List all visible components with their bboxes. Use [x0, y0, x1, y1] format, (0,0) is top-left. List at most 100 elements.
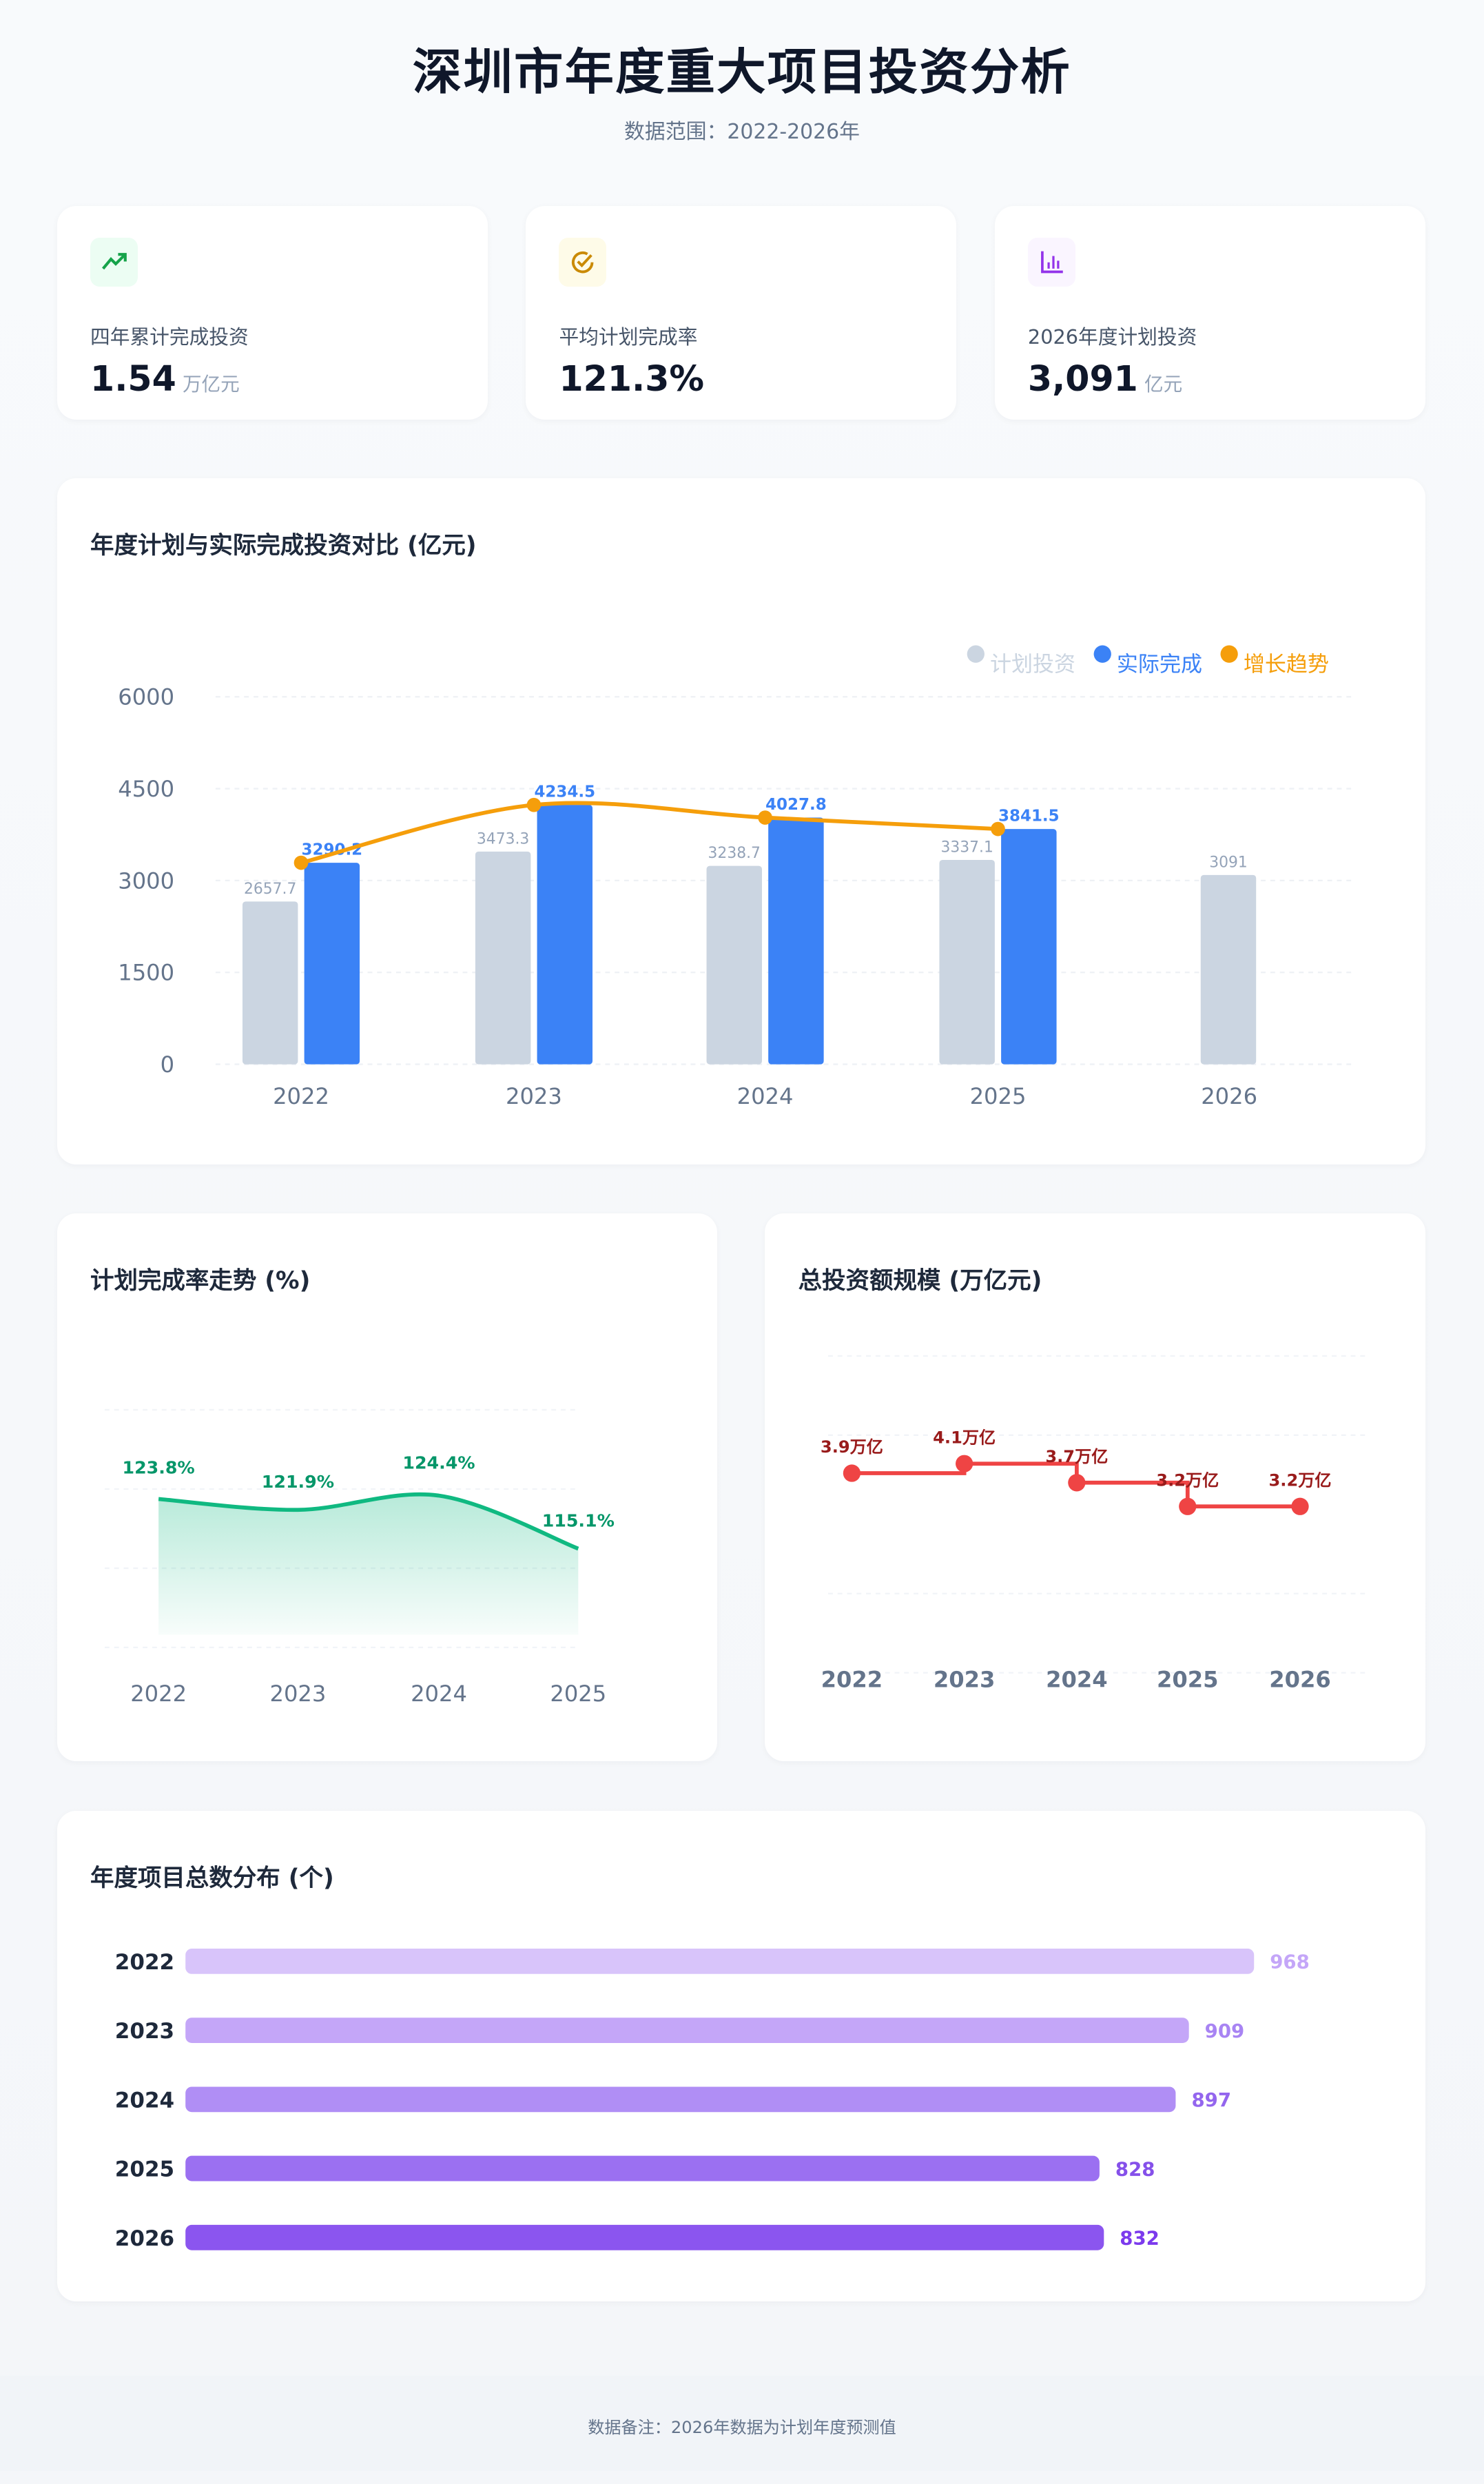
- kpi-value: 1.54 万亿元: [90, 358, 240, 399]
- data-label: 123.8%: [122, 1458, 194, 1478]
- x-tick-label: 2022: [130, 1681, 187, 1707]
- x-tick-label: 2025: [550, 1681, 606, 1707]
- y-tick-label: 0: [160, 1051, 174, 1078]
- y-tick-label: 6000: [118, 684, 174, 710]
- category-label: 2026: [115, 2226, 174, 2250]
- rate-line: [158, 1492, 579, 1551]
- kpi-card-total-completed: 四年累计完成投资 1.54 万亿元: [56, 205, 488, 420]
- bar-plan: [1200, 875, 1256, 1065]
- data-label: 3.7万亿: [1046, 1447, 1109, 1466]
- kpi-unit: 万亿元: [182, 372, 240, 396]
- step-point: [843, 1464, 861, 1482]
- chart-title: 总投资额规模 (万亿元): [798, 1266, 1042, 1295]
- chart-title: 年度项目总数分布 (个): [90, 1864, 334, 1892]
- kpi-number: 3,091: [1027, 358, 1138, 399]
- data-label: 4.1万亿: [933, 1428, 996, 1447]
- y-tick-label: 4500: [118, 776, 174, 802]
- x-tick-label: 2024: [411, 1681, 467, 1707]
- bar-plan: [475, 852, 531, 1065]
- total-investment-card: 总投资额规模 (万亿元) 3.9万亿 2022 4.1万亿 2023 3.7万亿 2024…: [765, 1213, 1425, 1762]
- kpi-unit: 亿元: [1144, 372, 1183, 396]
- x-tick-label: 2025: [1157, 1666, 1219, 1692]
- legend-marker: [1220, 645, 1238, 664]
- kpi-number: 121.3%: [559, 358, 705, 399]
- kpi-label: 四年累计完成投资: [90, 325, 249, 349]
- data-label: 121.9%: [262, 1472, 334, 1492]
- count-bar: [185, 2086, 1176, 2112]
- step-point: [956, 1455, 973, 1472]
- category-label: 2022: [115, 1949, 174, 1974]
- completion-rate-card: 计划完成率走势 (%) 123.8% 2022 121.9% 2023 124.4% 20…: [56, 1213, 718, 1762]
- bar-label-plan: 2657.7: [244, 881, 296, 898]
- step-point: [1068, 1474, 1086, 1492]
- x-tick-label: 2023: [934, 1666, 996, 1692]
- bar-label-actual: 3841.5: [998, 808, 1060, 825]
- page-title: 深圳市年度重大项目投资分析: [412, 43, 1072, 101]
- count-bar: [185, 2224, 1104, 2250]
- data-label: 3.2万亿: [1269, 1470, 1332, 1490]
- bar-label-plan: 3091: [1209, 854, 1248, 872]
- y-tick-label: 3000: [118, 868, 174, 894]
- data-label: 115.1%: [542, 1510, 614, 1530]
- x-tick-label: 2024: [1046, 1666, 1108, 1692]
- plan-vs-actual-card: 年度计划与实际完成投资对比 (亿元) 0 1500 3000 4500 6000 计划投资…: [56, 478, 1425, 1164]
- chart-title: 年度计划与实际完成投资对比 (亿元): [90, 532, 477, 560]
- bar-label-plan: 3238.7: [708, 845, 760, 862]
- legend-label: 实际完成: [1117, 653, 1202, 677]
- step-point: [1291, 1497, 1309, 1515]
- area-fill: [158, 1494, 579, 1635]
- count-bar: [185, 2017, 1189, 2043]
- x-tick-label: 2023: [269, 1681, 326, 1707]
- count-bar: [185, 2155, 1100, 2182]
- bar-label-actual: 3290.2: [301, 841, 362, 859]
- bar-value-label: 828: [1115, 2157, 1155, 2180]
- step-point: [1179, 1497, 1197, 1515]
- bar-actual: [1000, 829, 1057, 1065]
- x-tick-label: 2023: [506, 1083, 562, 1109]
- bar-chart-icon: [1027, 237, 1075, 287]
- y-tick-label: 1500: [118, 960, 174, 986]
- category-label: 2025: [115, 2157, 174, 2182]
- chart-title: 计划完成率走势 (%): [90, 1266, 311, 1295]
- bar-actual: [304, 863, 360, 1065]
- total-investment-chart: 3.9万亿 2022 4.1万亿 2023 3.7万亿 2024 3.2万亿 2025 3.2万…: [821, 1355, 1367, 1692]
- kpi-card-2026-plan: 2026年度计划投资 3,091 亿元: [994, 205, 1425, 420]
- trend-point: [990, 821, 1005, 836]
- kpi-label: 2026年度计划投资: [1027, 325, 1197, 349]
- kpi-value: 3,091 亿元: [1028, 358, 1182, 399]
- project-count-card: 年度项目总数分布 (个) 2022 968 2023 909 2024 897 2025 82…: [56, 1810, 1425, 2302]
- kpi-label: 平均计划完成率: [559, 325, 698, 349]
- legend-marker: [967, 645, 985, 664]
- x-tick-label: 2026: [1270, 1666, 1332, 1692]
- kpi-number: 1.54: [90, 358, 176, 399]
- bar-label-plan: 3337.1: [940, 839, 993, 856]
- bar-actual: [767, 817, 824, 1065]
- bar-value-label: 909: [1204, 2020, 1244, 2042]
- project-count-chart: 2022 968 2023 909 2024 897 2025 828 2026 832: [115, 1948, 1310, 2250]
- data-label: 3.2万亿: [1157, 1470, 1219, 1490]
- check-circle-icon: [559, 237, 607, 287]
- category-label: 2024: [115, 2088, 174, 2113]
- x-tick-label: 2025: [969, 1083, 1026, 1109]
- footer-note: 数据备注：2026年数据为计划年度预测值: [588, 2418, 896, 2438]
- trend-point: [293, 855, 309, 870]
- bar-label-actual: 4234.5: [534, 783, 595, 801]
- x-tick-label: 2026: [1201, 1083, 1257, 1109]
- bar-value-label: 832: [1120, 2226, 1160, 2249]
- trending-up-icon: [90, 237, 138, 287]
- bar-value-label: 968: [1270, 1950, 1310, 1973]
- bar-label-actual: 4027.8: [765, 796, 827, 814]
- kpi-card-avg-rate: 平均计划完成率 121.3%: [526, 205, 957, 420]
- bar-value-label: 897: [1191, 2088, 1231, 2111]
- completion-rate-chart: 123.8% 2022 121.9% 2023 124.4% 2024 115.1% 2025: [104, 1408, 615, 1707]
- legend-label: 计划投资: [990, 653, 1075, 677]
- trend-point: [757, 810, 772, 825]
- bar-plan: [939, 860, 995, 1065]
- bar-label-plan: 3473.3: [477, 831, 529, 848]
- category-label: 2023: [115, 2019, 174, 2044]
- trend-line: [300, 801, 998, 865]
- legend-label: 增长趋势: [1244, 653, 1329, 677]
- bar-actual: [537, 805, 592, 1065]
- data-label: 124.4%: [402, 1453, 475, 1472]
